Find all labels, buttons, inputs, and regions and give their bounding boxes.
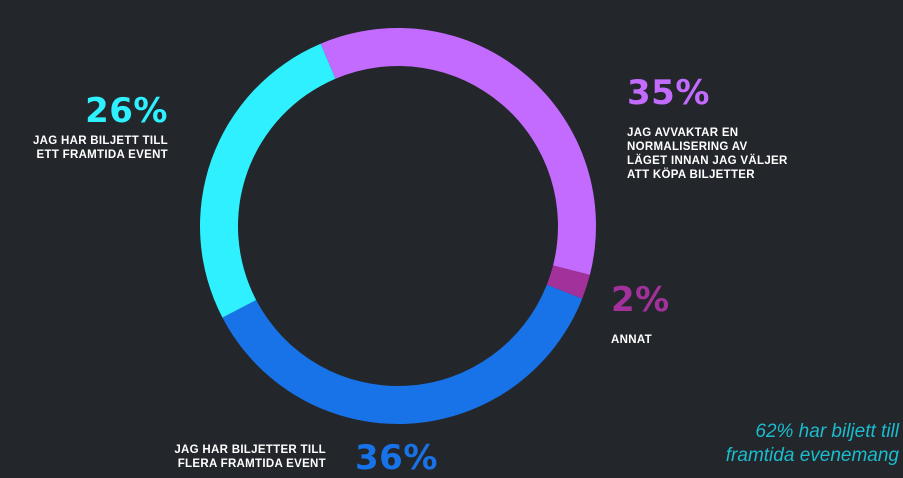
slice-label-ticket-one-event: 26% JAG HAR BILJETT TILL ETT FRAMTIDA EV… [10,94,168,162]
summary-note: 62% har biljett till framtida evenemang [725,421,899,466]
slice-waiting [320,27,596,275]
slice-label-other: 2% ANNAT [611,283,670,347]
slice-description-36: JAG HAR BILJETTER TILL FLERA FRAMTIDA EV… [174,444,326,470]
slice-percent-36: 36% [355,438,438,478]
slice-description-2: ANNAT [611,334,652,346]
slice-several-events [222,284,583,424]
slice-other [546,265,590,299]
slice-percent-2: 2% [611,280,670,320]
slice-percent-35: 35% [627,73,710,113]
slice-description-26: JAG HAR BILJETT TILL ETT FRAMTIDA EVENT [32,135,168,161]
slice-one-event [200,43,336,318]
slice-label-waiting: 35% JAG AVVAKTAR EN NORMALISERING AV LÄG… [627,76,788,182]
slice-percent-26: 26% [85,91,168,131]
slice-description-35: JAG AVVAKTAR EN NORMALISERING AV LÄGET I… [627,127,788,181]
